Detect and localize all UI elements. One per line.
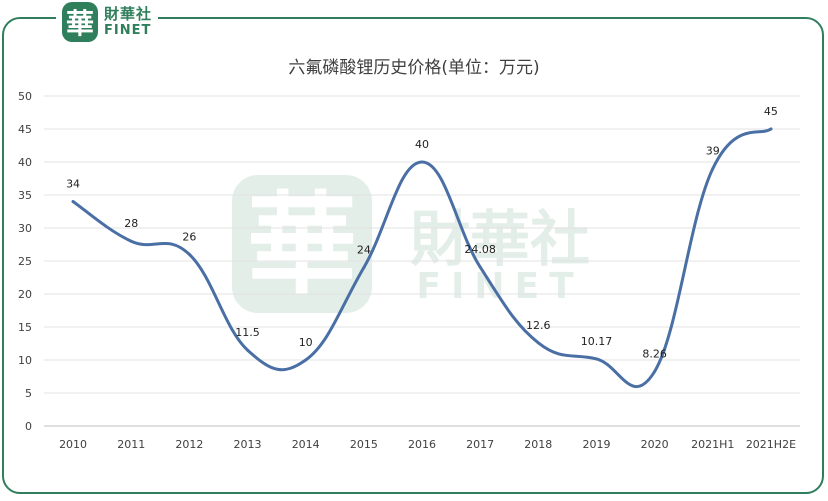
y-tick-label: 10 [18,354,32,367]
x-tick-label: 2014 [292,438,320,451]
data-label: 26 [182,230,196,243]
y-tick-label: 45 [18,123,32,136]
x-tick-label: 2010 [59,438,87,451]
data-label: 34 [66,178,80,191]
y-tick-label: 25 [18,255,32,268]
x-tick-label: 2017 [466,438,494,451]
logo-badge: 華 [62,2,98,42]
x-axis-ticks: 2010 2011 2012 2013 2014 2015 2016 2017 2018 2019… [59,438,796,451]
y-tick-label: 50 [18,90,32,103]
price-series [71,127,773,389]
data-point [478,265,482,269]
data-label: 12.6 [526,319,551,332]
y-tick-label: 15 [18,321,32,334]
data-label: 11.5 [235,326,260,339]
y-tick-label: 5 [25,387,32,400]
data-label: 40 [415,138,429,151]
data-point [71,200,75,204]
y-tick-label: 0 [25,420,32,433]
logo-name-cn: 財華社 [104,5,153,23]
data-label: 10 [299,336,313,349]
finet-logo: 華 財華社 FINET [56,0,159,44]
chart-title: 六氟磷酸锂历史价格(单位：万元) [288,58,539,78]
finet-watermark: 華 財華社 FINET [232,175,590,313]
data-point [594,357,598,361]
series-line [71,127,773,389]
gridlines [44,95,800,427]
logo-text: 財華社 FINET [104,5,153,38]
x-tick-label: 2011 [117,438,145,451]
data-labels: 34 28 26 11.5 10 24 40 24.08 12.6 10.17 8.26 39 45 [66,105,778,360]
svg-text:華: 華 [247,181,357,309]
y-axis-ticks: 0 5 10 15 20 25 30 35 40 45 50 [18,90,32,433]
data-point [187,252,191,256]
data-label: 8.26 [642,347,667,360]
x-tick-label: 2021H2E [746,438,796,451]
data-point [362,266,366,270]
data-point [129,239,133,243]
data-point [420,160,424,164]
x-tick-label: 2015 [350,438,378,451]
y-tick-label: 40 [18,156,32,169]
data-point [246,348,250,352]
data-label: 28 [124,217,138,230]
x-tick-label: 2020 [641,438,669,451]
x-tick-label: 2013 [234,438,262,451]
data-point [304,358,308,362]
x-tick-label: 2018 [524,438,552,451]
svg-text:財華社: 財華社 [410,205,590,275]
x-tick-label: 2012 [175,438,203,451]
x-tick-label: 2021H1 [691,438,734,451]
y-tick-label: 30 [18,222,32,235]
data-point [769,127,773,131]
data-point [536,341,540,345]
data-point [711,167,715,171]
y-tick-label: 20 [18,288,32,301]
x-tick-label: 2019 [582,438,610,451]
data-label: 39 [706,145,720,158]
data-label: 45 [764,105,778,118]
data-label: 10.17 [581,335,613,348]
x-tick-label: 2016 [408,438,436,451]
data-label: 24 [357,244,371,257]
y-tick-label: 35 [18,189,32,202]
logo-name-en: FINET [104,23,152,38]
data-point [653,369,657,373]
data-label: 24.08 [464,243,496,256]
svg-text:FINET: FINET [416,266,583,307]
